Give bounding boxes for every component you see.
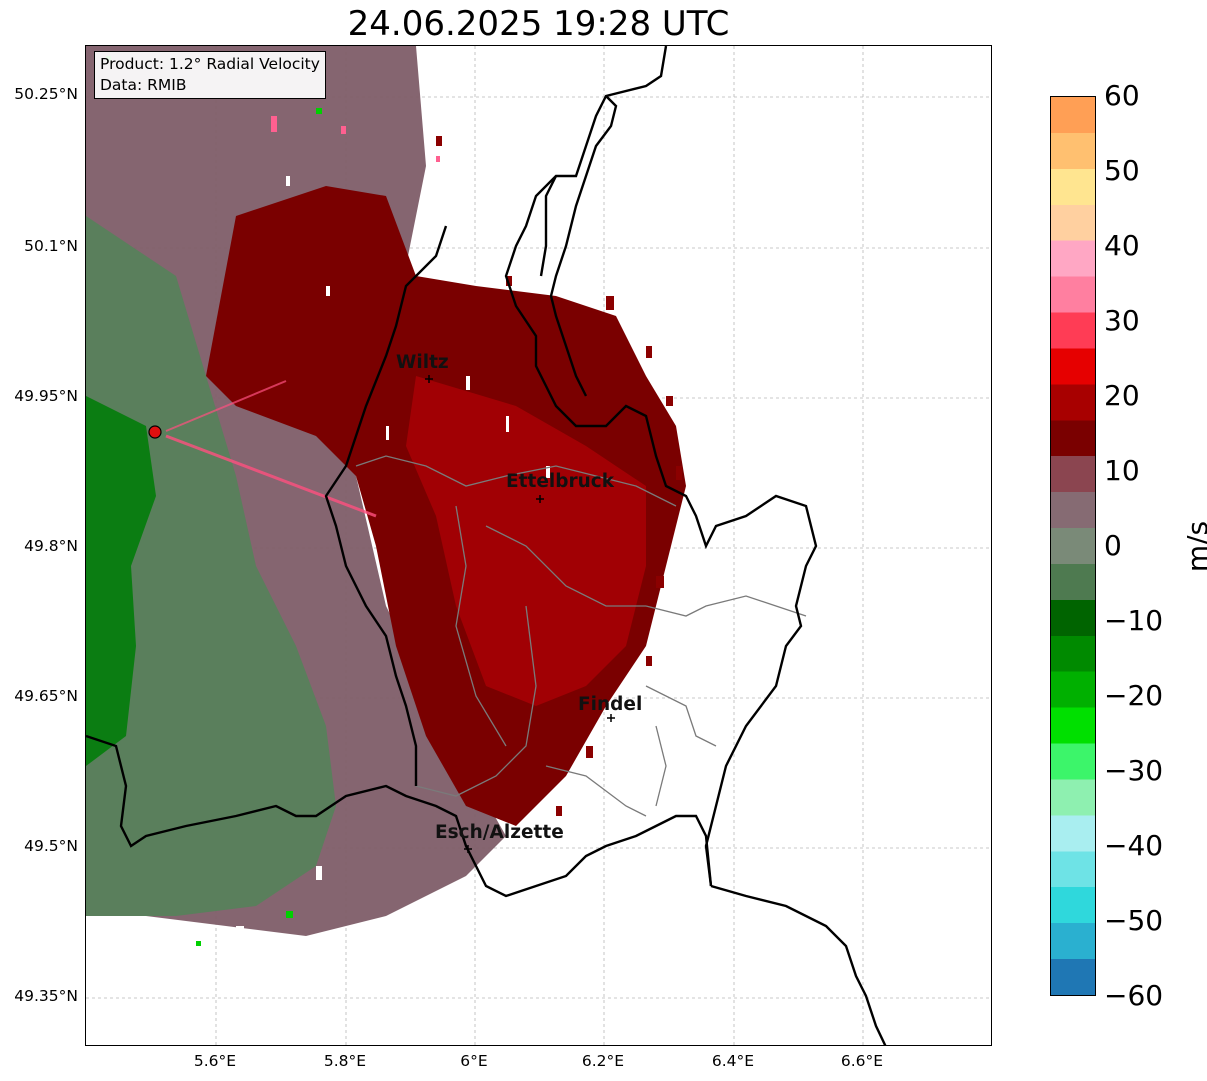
lon-tick-label: 5.8°E (323, 1052, 367, 1070)
radar-map[interactable] (85, 45, 992, 1046)
colorbar-tick-label: −30 (1104, 754, 1164, 787)
colorbar-tick-label: 60 (1104, 79, 1140, 112)
lon-tick-label: 6.2°E (581, 1052, 625, 1070)
radar-echo-layer (86, 46, 686, 946)
country-borders (86, 46, 887, 1045)
lon-tick-label: 6.4°E (711, 1052, 755, 1070)
colorbar-tick-label: 20 (1104, 379, 1140, 412)
colorbar-tick-label: −20 (1104, 679, 1164, 712)
city-markers (425, 375, 615, 853)
lat-tick-label: 49.35°N (14, 987, 78, 1005)
lat-tick-label: 49.65°N (14, 687, 78, 705)
echo-grey-green-zone (86, 216, 336, 916)
city-label-wiltz: Wiltz (396, 352, 449, 373)
city-label-findel: Findel (578, 694, 643, 715)
colorbar-tick-label: 40 (1104, 229, 1140, 262)
colorbar-tick-label: −10 (1104, 604, 1164, 637)
lat-tick-label: 50.1°N (24, 237, 78, 255)
velocity-colorbar (1050, 96, 1096, 996)
colorbar-tick-label: 0 (1104, 529, 1122, 562)
lat-tick-label: 49.5°N (24, 837, 78, 855)
colorbar-unit-label: m/s (1181, 520, 1207, 573)
echo-green-zone (86, 396, 156, 766)
lon-tick-label: 6°E (460, 1052, 488, 1070)
lon-tick-label: 6.6°E (840, 1052, 884, 1070)
data-source-label: Data: RMIB (100, 76, 187, 94)
colorbar-tick-label: −40 (1104, 829, 1164, 862)
lat-tick-label: 49.8°N (24, 537, 78, 555)
city-label-ettelbruck: Ettelbruck (506, 471, 615, 492)
radar-site-marker[interactable] (148, 425, 162, 439)
colorbar-tick-label: −50 (1104, 904, 1164, 937)
colorbar-tick-label: −60 (1104, 979, 1164, 1012)
colorbar-tick-label: 10 (1104, 454, 1140, 487)
regional-borders (355, 455, 807, 817)
city-label-esch-alzette: Esch/Alzette (435, 822, 564, 843)
colorbar-tick-label: 50 (1104, 154, 1140, 187)
lon-tick-label: 5.6°E (193, 1052, 237, 1070)
map-title: 24.06.2025 19:28 UTC (347, 4, 730, 44)
echo-red-inner (406, 376, 646, 706)
lat-tick-label: 50.25°N (14, 85, 78, 103)
product-info-box: Product: 1.2° Radial Velocity Data: RMIB (94, 51, 326, 99)
product-label: Product: 1.2° Radial Velocity (100, 55, 320, 73)
lat-tick-label: 49.95°N (14, 387, 78, 405)
colorbar-tick-label: 30 (1104, 304, 1140, 337)
